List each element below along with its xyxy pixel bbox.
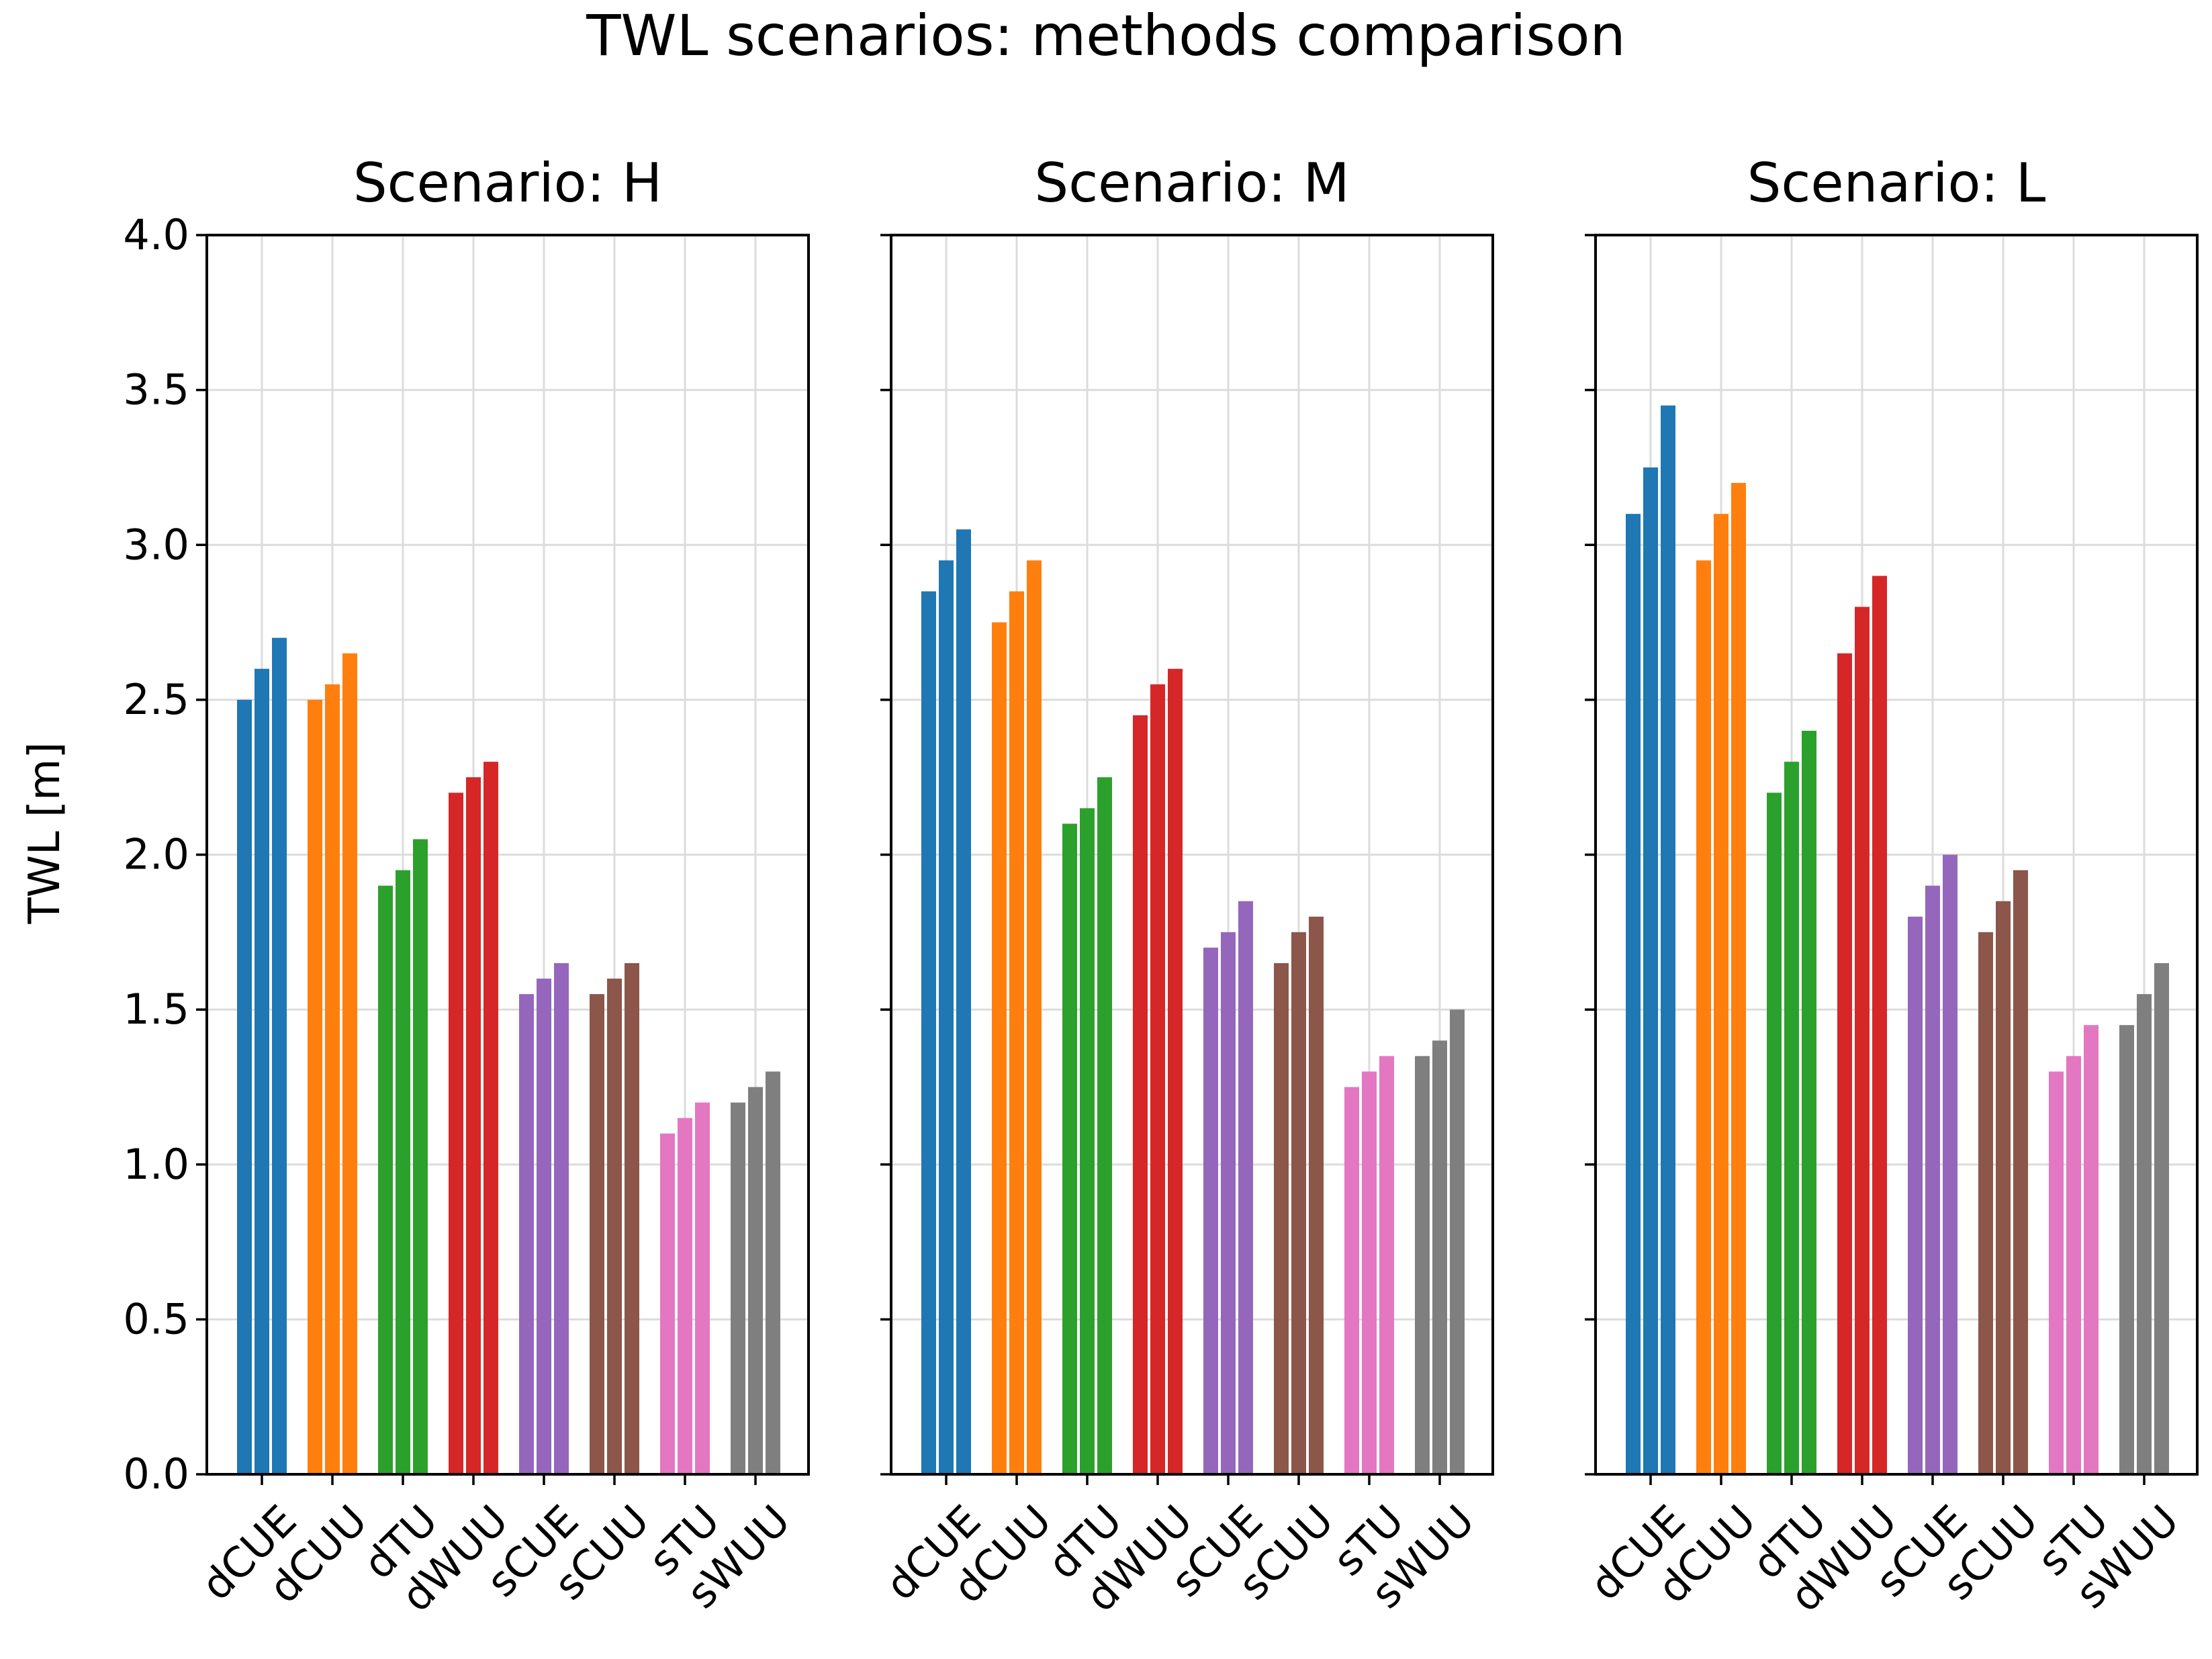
bar-dWUU-3 xyxy=(1168,668,1183,1474)
bar-dCUU-1 xyxy=(992,622,1007,1474)
bar-dTU-1 xyxy=(1767,793,1782,1474)
y-tick-label: 1.5 xyxy=(123,985,189,1034)
bar-sCUU-2 xyxy=(1996,901,2011,1474)
bar-sTU-3 xyxy=(1379,1056,1394,1474)
bar-dCUE-2 xyxy=(939,560,954,1474)
bar-sTU-3 xyxy=(2084,1025,2099,1474)
bar-sTU-2 xyxy=(678,1118,692,1474)
bar-dCUE-3 xyxy=(1661,405,1675,1474)
bar-sCUE-3 xyxy=(554,962,569,1474)
bar-dTU-3 xyxy=(1097,777,1112,1474)
y-tick-label: 4.0 xyxy=(123,210,189,259)
bar-sTU-1 xyxy=(2049,1071,2064,1474)
bar-dCUU-2 xyxy=(1714,514,1729,1474)
bar-dTU-2 xyxy=(1784,762,1799,1474)
bar-dCUU-1 xyxy=(308,699,322,1474)
bar-sCUU-3 xyxy=(625,962,639,1474)
bar-dCUU-2 xyxy=(325,684,340,1474)
bar-sCUE-3 xyxy=(1943,854,1957,1474)
bar-dWUU-1 xyxy=(1837,653,1852,1474)
panel-frame xyxy=(1594,234,2199,1476)
bar-sTU-3 xyxy=(695,1102,710,1474)
bar-sWUU-3 xyxy=(766,1071,780,1474)
bar-sWUU-2 xyxy=(748,1087,763,1474)
bar-sTU-1 xyxy=(1344,1087,1359,1474)
bar-sCUU-1 xyxy=(590,994,604,1474)
bar-dWUU-3 xyxy=(483,762,498,1474)
bar-dWUU-3 xyxy=(1872,576,1887,1474)
bar-sWUU-2 xyxy=(1432,1040,1447,1474)
bar-dWUU-1 xyxy=(1133,715,1148,1474)
bar-dTU-2 xyxy=(1080,808,1095,1474)
bar-sCUE-1 xyxy=(519,994,534,1474)
bar-sCUU-1 xyxy=(1274,962,1289,1474)
bar-dTU-1 xyxy=(1062,823,1077,1474)
y-tick-label: 0.0 xyxy=(123,1449,189,1498)
bar-dCUU-1 xyxy=(1696,560,1711,1474)
bar-sCUE-1 xyxy=(1908,916,1923,1474)
bar-dWUU-2 xyxy=(1855,607,1870,1474)
panel-frame xyxy=(205,234,810,1476)
bar-sWUU-1 xyxy=(1415,1056,1430,1474)
bar-dCUU-3 xyxy=(1731,483,1746,1474)
bar-dCUE-3 xyxy=(272,637,287,1474)
bar-sWUU-1 xyxy=(2119,1025,2134,1474)
bar-sWUU-2 xyxy=(2137,994,2152,1474)
chart-panel: Scenario: MdCUEdCUUdTUdWUUsCUEsCUUsTUsWU… xyxy=(876,152,1494,1621)
bar-sCUE-2 xyxy=(537,979,551,1474)
y-tick-label: 3.5 xyxy=(123,365,189,414)
bar-dTU-3 xyxy=(413,839,428,1474)
bar-sCUE-2 xyxy=(1925,885,1940,1474)
bar-sCUE-3 xyxy=(1238,901,1253,1474)
bar-sTU-2 xyxy=(1362,1071,1377,1474)
bar-dCUE-1 xyxy=(237,699,252,1474)
bar-sCUU-2 xyxy=(1291,932,1306,1474)
bar-dWUU-2 xyxy=(466,777,481,1474)
bar-sCUU-2 xyxy=(607,979,622,1474)
bar-dCUE-1 xyxy=(921,591,936,1474)
chart-title: TWL scenarios: methods comparison xyxy=(586,3,1626,69)
bar-sCUE-1 xyxy=(1203,947,1218,1474)
bar-dCUU-2 xyxy=(1009,591,1024,1474)
bar-dCUU-3 xyxy=(342,653,357,1474)
bar-dTU-2 xyxy=(396,870,410,1474)
chart-panel: Scenario: H0.00.51.01.52.02.53.03.54.0dC… xyxy=(123,152,810,1621)
panel-title: Scenario: H xyxy=(353,152,662,214)
y-tick-label: 3.0 xyxy=(123,520,189,569)
bar-sWUU-3 xyxy=(1450,1010,1465,1474)
y-tick-label: 2.5 xyxy=(123,675,189,724)
bar-sCUE-2 xyxy=(1221,932,1236,1474)
bar-dCUE-2 xyxy=(1643,467,1658,1474)
bar-dCUU-3 xyxy=(1027,560,1042,1474)
bar-sCUU-3 xyxy=(2013,870,2028,1474)
bar-sCUU-3 xyxy=(1309,916,1324,1474)
bar-sWUU-3 xyxy=(2154,962,2169,1474)
bar-dCUE-3 xyxy=(956,529,971,1474)
bar-dCUE-1 xyxy=(1626,514,1641,1474)
bar-sTU-2 xyxy=(2066,1056,2081,1474)
bar-dCUE-2 xyxy=(255,668,269,1474)
bar-dWUU-1 xyxy=(449,793,463,1474)
y-tick-label: 1.0 xyxy=(123,1140,189,1189)
bar-dTU-3 xyxy=(1802,731,1816,1474)
bar-sCUU-1 xyxy=(1978,932,1993,1474)
y-axis-label: TWL [m] xyxy=(20,742,70,925)
y-tick-label: 2.0 xyxy=(123,830,189,879)
chart-panels: Scenario: H0.00.51.01.52.02.53.03.54.0dC… xyxy=(123,152,2199,1621)
chart-panel: Scenario: LdCUEdCUUdTUdWUUsCUEsCUUsTUsWU… xyxy=(1581,152,2199,1621)
panel-title: Scenario: M xyxy=(1034,152,1349,214)
panel-frame xyxy=(890,234,1494,1476)
bar-sTU-1 xyxy=(660,1133,675,1474)
panel-title: Scenario: L xyxy=(1747,152,2046,214)
bar-dWUU-2 xyxy=(1150,684,1165,1474)
y-tick-label: 0.5 xyxy=(123,1294,189,1343)
bar-dTU-1 xyxy=(378,885,393,1474)
bar-sWUU-1 xyxy=(731,1102,745,1474)
